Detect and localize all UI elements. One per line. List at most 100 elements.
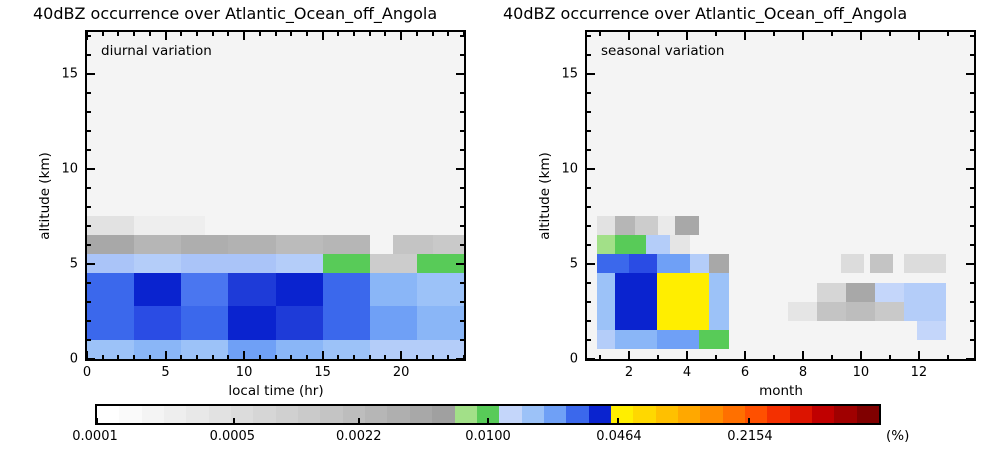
x-tick [86, 351, 88, 359]
colorbar-swatch [499, 406, 522, 423]
heatmap-cell [788, 301, 818, 321]
y-minor-tick [87, 34, 91, 37]
x-minor-tick [463, 32, 465, 36]
heatmap-cell [134, 254, 182, 274]
y-minor-tick [87, 205, 91, 208]
x-tick [321, 351, 324, 359]
x-minor-tick [133, 355, 136, 359]
y-tick [966, 358, 974, 360]
colorbar-swatch [834, 406, 857, 423]
heatmap-cell [846, 282, 876, 302]
y-minor-tick [460, 34, 464, 37]
y-tick [87, 167, 95, 170]
x-minor-tick [274, 32, 277, 36]
colorbar-swatch [365, 406, 388, 423]
colorbar-swatch [275, 406, 299, 423]
y-minor-tick [970, 148, 974, 151]
x-minor-tick [117, 32, 120, 36]
y-minor-tick [587, 281, 591, 284]
x-tick-label: 4 [682, 365, 692, 380]
heatmap-cell [840, 254, 864, 274]
x-minor-tick [946, 355, 949, 359]
heatmap-cell [87, 216, 135, 236]
y-minor-tick [87, 319, 91, 322]
heatmap-cell [181, 273, 229, 306]
heatmap-cell [597, 330, 615, 350]
y-tick-label: 5 [569, 256, 578, 272]
y-minor-tick [970, 129, 974, 132]
heatmap-cell [904, 254, 947, 274]
y-minor-tick [87, 281, 91, 284]
y-minor-tick [587, 186, 591, 189]
x-minor-tick [180, 355, 183, 359]
heatmap-cell [87, 273, 135, 306]
x-minor-tick [384, 32, 387, 36]
heatmap-cell [322, 254, 370, 274]
colorbar-tick-label: 0.0005 [209, 429, 256, 444]
x-minor-tick [431, 32, 434, 36]
y-axis-label-left: altitude (km) [37, 152, 53, 240]
x-tick [400, 351, 403, 359]
x-minor-tick [290, 32, 293, 36]
colorbar-swatch [476, 406, 500, 423]
x-axis-label-left: local time (hr) [228, 383, 324, 399]
heatmap-cell [416, 273, 464, 306]
heatmap-cell [669, 235, 690, 255]
x-tick [743, 32, 746, 40]
colorbar-tick-label: 0.2154 [727, 429, 773, 444]
y-minor-tick [460, 186, 464, 189]
x-tick [801, 32, 804, 40]
y-tick-label: 15 [561, 66, 578, 82]
x-minor-tick [353, 32, 356, 36]
heatmap-cell [275, 254, 323, 274]
heatmap-cell [322, 235, 370, 255]
x-minor-tick [211, 32, 214, 36]
heatmap-cell [432, 235, 464, 255]
heatmap-cell [875, 282, 905, 302]
x-tick [164, 351, 167, 359]
colorbar-swatch [789, 406, 812, 423]
colorbar-tick-label: 0.0100 [465, 429, 511, 444]
y-tick [87, 72, 95, 75]
x-minor-tick [353, 355, 356, 359]
x-minor-tick [227, 355, 230, 359]
x-minor-tick [258, 355, 261, 359]
x-minor-tick [101, 355, 104, 359]
y-minor-tick [460, 91, 464, 94]
y-tick-label: 15 [61, 66, 78, 82]
y-minor-tick [460, 205, 464, 208]
heatmap-cell [869, 254, 893, 274]
colorbar-swatch [320, 406, 343, 423]
colorbar-swatch [432, 406, 455, 423]
heatmap-cell [275, 273, 323, 306]
x-minor-tick [148, 355, 151, 359]
colorbar-swatch [543, 406, 567, 423]
heatmap-cell [134, 235, 182, 255]
x-minor-tick [715, 32, 717, 36]
heatmap-cell [275, 305, 323, 340]
x-tick-label: 12 [910, 365, 928, 380]
colorbar-tick [358, 418, 361, 423]
heatmap-cell [614, 273, 657, 331]
colorbar-swatch [164, 406, 187, 423]
heatmap-cell [875, 301, 905, 321]
heatmap-cell [87, 254, 135, 274]
x-tick-label: 6 [740, 365, 750, 380]
y-minor-tick [87, 243, 91, 246]
y-tick [456, 72, 464, 75]
heatmap-cell [322, 273, 370, 306]
y-minor-tick [587, 53, 591, 56]
y-minor-tick [970, 243, 974, 246]
heatmap-cell [656, 273, 709, 331]
x-minor-tick [337, 32, 340, 36]
heatmap-cell [393, 235, 433, 255]
y-minor-tick [87, 110, 91, 113]
x-minor-tick [830, 32, 833, 36]
x-tick-label: 5 [161, 365, 170, 380]
x-tick [859, 32, 862, 40]
x-minor-tick [337, 355, 340, 359]
x-tick [801, 351, 804, 359]
y-minor-tick [87, 224, 91, 227]
y-tick [966, 72, 974, 75]
heatmap-cell [228, 273, 276, 306]
